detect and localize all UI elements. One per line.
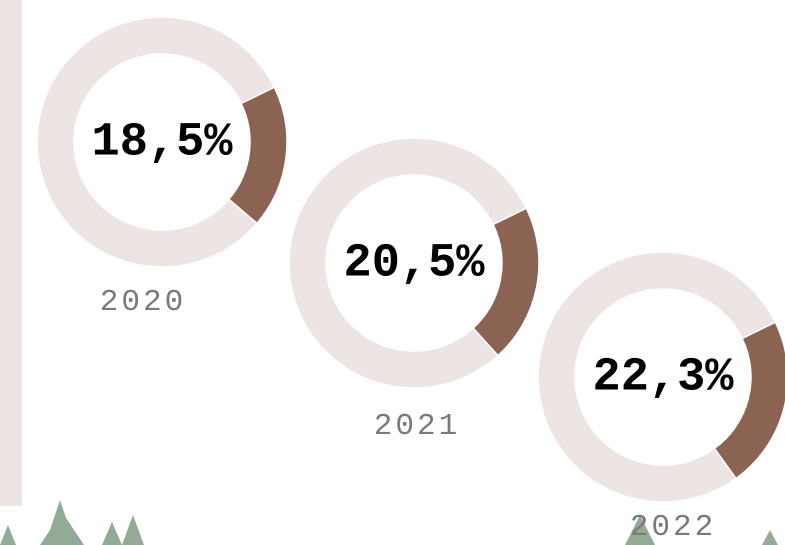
donut-segment xyxy=(537,251,777,503)
tree-decoration xyxy=(0,500,778,545)
donut-segment xyxy=(36,16,276,268)
year-label: 2022 xyxy=(630,510,716,545)
donut-chart: 18,5% 2020 xyxy=(36,16,288,320)
value-label: 20,5% xyxy=(343,237,485,290)
value-label: 22,3% xyxy=(592,351,734,404)
value-label: 18,5% xyxy=(91,116,233,169)
year-label: 2021 xyxy=(374,409,460,444)
year-label: 2020 xyxy=(100,285,186,320)
donut-segment xyxy=(288,137,528,389)
side-bar xyxy=(0,0,22,506)
donut-chart: 22,3% 2022 xyxy=(537,251,785,545)
donut-chart: 20,5% 2021 xyxy=(288,137,540,444)
donut-segment xyxy=(227,86,288,225)
